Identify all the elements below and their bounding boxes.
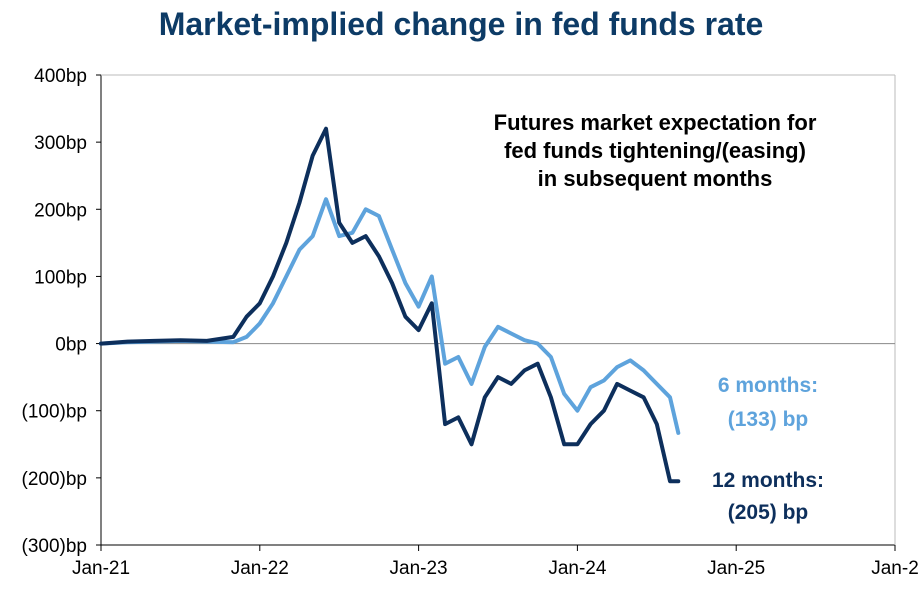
y-tick-label: (100)bp <box>22 402 88 423</box>
series-line-6-months <box>99 197 681 435</box>
series-end-label: 12 months: <box>712 469 824 492</box>
x-tick-label: Jan-2 <box>871 558 919 579</box>
x-tick-label: Jan-22 <box>231 558 289 579</box>
y-tick-label: 100bp <box>34 267 87 288</box>
x-tick-label: Jan-23 <box>390 558 448 579</box>
series-end-label: 6 months: <box>718 374 818 397</box>
y-tick-label: 300bp <box>34 133 87 154</box>
series-line-12-months <box>99 126 681 484</box>
series-end-label: (133) bp <box>728 408 809 431</box>
y-tick-label: 400bp <box>34 66 87 87</box>
chart-annotation-line: fed funds tightening/(easing) <box>504 138 806 163</box>
y-tick-label: (200)bp <box>22 469 88 490</box>
y-tick-label: (300)bp <box>22 536 88 557</box>
x-tick-label: Jan-25 <box>707 558 765 579</box>
chart-annotation-line: Futures market expectation for <box>494 110 817 135</box>
y-tick-label: 0bp <box>55 335 87 356</box>
chart-annotation-line: in subsequent months <box>538 166 773 191</box>
y-tick-label: 200bp <box>34 200 87 221</box>
x-tick-label: Jan-24 <box>548 558 607 579</box>
series-end-label: (205) bp <box>728 501 809 524</box>
x-tick-label: Jan-21 <box>72 558 130 579</box>
chart-title: Market-implied change in fed funds rate <box>0 6 922 43</box>
chart-title-text: Market-implied change in fed funds rate <box>158 6 764 42</box>
